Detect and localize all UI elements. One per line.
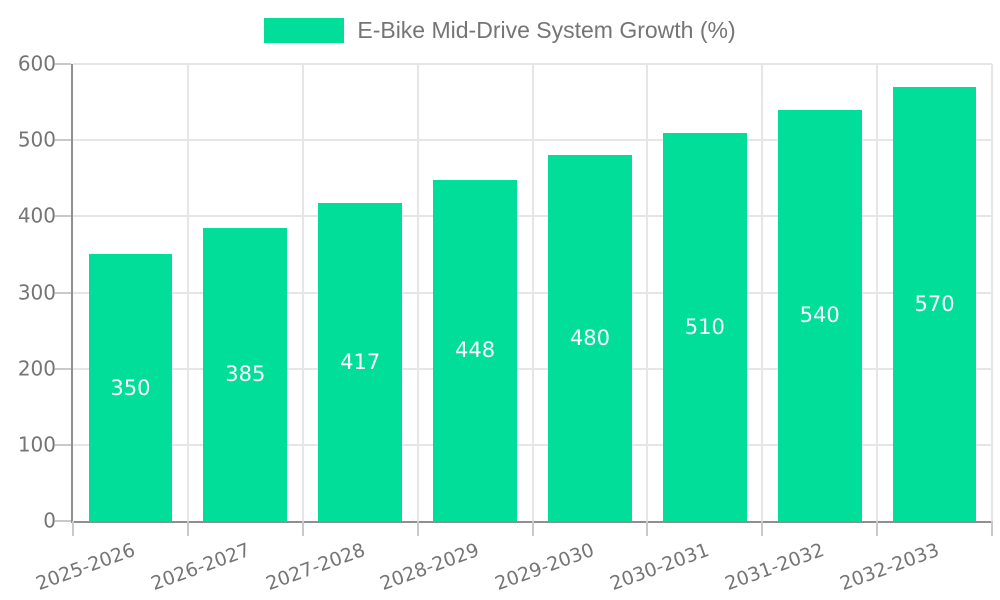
- y-axis-tick-label: 600: [17, 51, 56, 76]
- y-axis-tick: [55, 63, 71, 65]
- x-axis-label: 2032-2033: [837, 539, 943, 596]
- y-axis-tick: [55, 520, 71, 522]
- y-axis-tick: [55, 443, 71, 446]
- x-axis-tick: [416, 521, 419, 536]
- bar-value-label: 417: [340, 350, 381, 375]
- legend[interactable]: E-Bike Mid-Drive System Growth (%): [0, 16, 1000, 44]
- vertical-gridline: [991, 64, 993, 521]
- bar-value-label: 570: [914, 291, 955, 316]
- bar-value-label: 385: [225, 362, 266, 387]
- legend-label: E-Bike Mid-Drive System Growth (%): [357, 16, 736, 43]
- y-axis-tick: [55, 291, 71, 294]
- vertical-gridline: [416, 64, 419, 521]
- x-axis-tick: [991, 521, 993, 536]
- y-axis-tick-label: 500: [17, 127, 56, 152]
- x-axis-label: 2025-2026: [33, 539, 138, 596]
- bar-value-label: 350: [110, 375, 151, 400]
- y-axis-tick-label: 100: [17, 432, 56, 457]
- y-axis-tick-label: 200: [17, 356, 56, 381]
- y-axis-tick: [55, 215, 71, 218]
- y-axis-tick-label: 0: [43, 508, 56, 533]
- bar[interactable]: 510: [662, 132, 747, 521]
- x-axis-tick: [72, 521, 74, 536]
- x-axis-tick: [301, 521, 304, 536]
- x-axis-tick: [646, 521, 649, 536]
- bar-value-label: 540: [799, 303, 840, 328]
- vertical-gridline: [761, 64, 764, 521]
- vertical-gridline: [531, 64, 534, 521]
- bar[interactable]: 448: [433, 179, 517, 521]
- vertical-gridline: [301, 64, 304, 521]
- y-axis-tick: [55, 367, 71, 370]
- vertical-gridline: [876, 64, 879, 521]
- x-axis-label: 2028-2029: [377, 539, 483, 596]
- x-axis-tick: [761, 521, 764, 536]
- bar-value-label: 480: [569, 326, 610, 351]
- legend-swatch: [264, 17, 345, 43]
- y-axis-tick: [55, 139, 71, 142]
- x-axis-label: 2027-2028: [262, 539, 368, 596]
- y-axis-tick-label: 300: [17, 280, 56, 305]
- bar[interactable]: 417: [318, 203, 403, 521]
- bar[interactable]: 385: [203, 227, 288, 521]
- x-axis-label: 2030-2031: [607, 539, 713, 596]
- x-axis-label: 2029-2030: [492, 539, 598, 596]
- bar[interactable]: 570: [892, 86, 977, 521]
- y-axis-tick-label: 400: [17, 203, 56, 228]
- x-axis-tick: [531, 521, 534, 536]
- x-axis-tick: [876, 521, 879, 536]
- vertical-gridline: [186, 64, 189, 521]
- y-axis-line: [71, 64, 73, 523]
- x-axis-tick: [186, 521, 189, 536]
- bar[interactable]: 350: [88, 254, 173, 521]
- bar-value-label: 510: [684, 314, 725, 339]
- x-axis-label: 2031-2032: [722, 539, 828, 596]
- bar[interactable]: 480: [548, 155, 632, 521]
- bar-value-label: 448: [455, 338, 496, 363]
- x-axis-label: 2026-2027: [147, 539, 253, 596]
- plot-area: 0 100 200 300 400 500 600 350 2025-2026 385 2026-2…: [18, 52, 993, 595]
- bar[interactable]: 540: [777, 109, 862, 521]
- vertical-gridline: [646, 64, 649, 521]
